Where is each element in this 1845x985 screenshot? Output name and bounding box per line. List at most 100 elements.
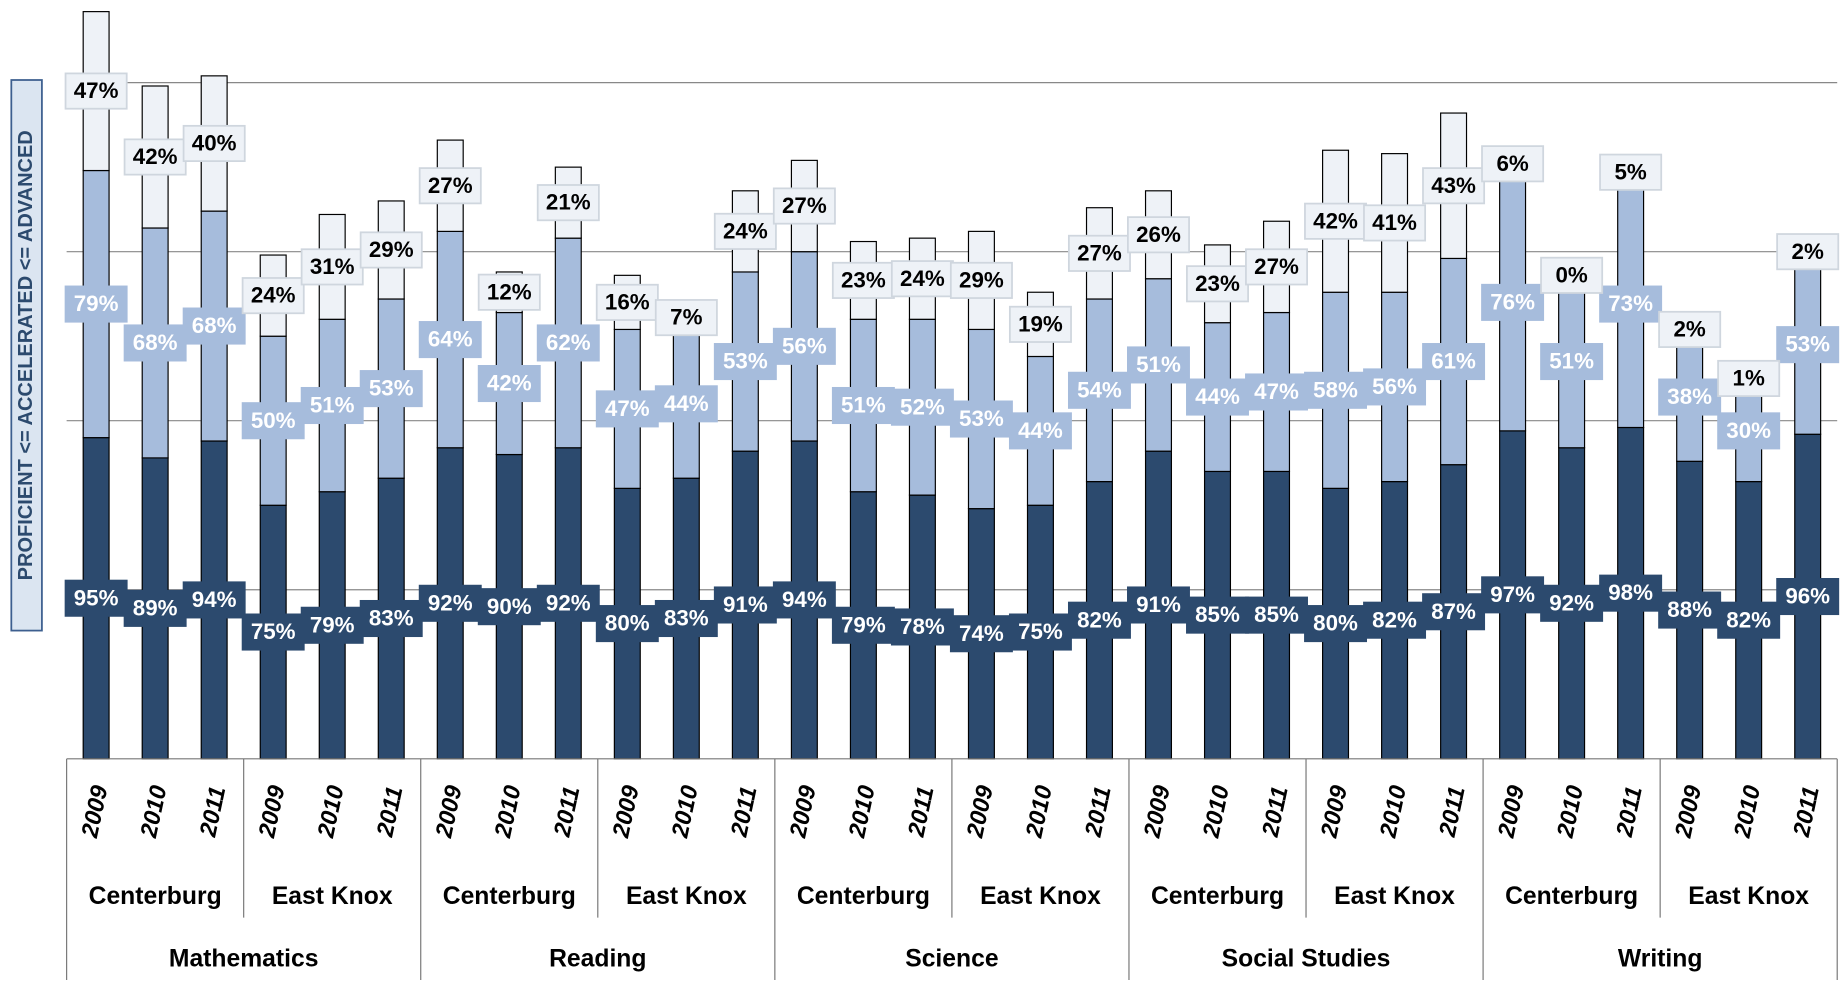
value-label: 0%: [1555, 262, 1587, 287]
value-label-box: [595, 605, 659, 643]
value-label: 42%: [487, 371, 532, 396]
value-label-box: [949, 400, 1013, 438]
value-label-box: [772, 327, 836, 365]
value-label: 2%: [1792, 239, 1824, 264]
value-label-box: [1658, 310, 1722, 348]
x-tick-label: 2011: [1257, 784, 1293, 840]
value-label-box: [1599, 574, 1663, 612]
x-tick-label: 2011: [1788, 784, 1824, 840]
value-label-box: [1717, 412, 1781, 450]
x-tick-label: 2009: [1138, 783, 1175, 841]
x-tick-label: 2011: [194, 784, 230, 840]
value-label: 52%: [900, 394, 945, 419]
district-label: East Knox: [626, 883, 747, 910]
value-label: 97%: [1490, 582, 1535, 607]
value-label: 24%: [900, 266, 945, 291]
value-label: 89%: [133, 595, 178, 620]
value-label-box: [418, 167, 482, 205]
value-label-box: [418, 584, 482, 622]
value-label-box: [477, 588, 541, 626]
x-tick-label: 2010: [1552, 783, 1589, 841]
district-label: East Knox: [980, 883, 1101, 910]
y-axis-label-box: [10, 79, 43, 632]
value-label-box: [241, 402, 305, 440]
value-label-box: [536, 584, 600, 622]
value-label: 62%: [546, 330, 591, 355]
value-label-box: [64, 285, 128, 323]
value-label: 27%: [1254, 254, 1299, 279]
value-label: 23%: [1195, 271, 1240, 296]
value-label: 91%: [1136, 592, 1181, 617]
value-label: 98%: [1608, 580, 1653, 605]
district-label: Centerburg: [443, 883, 576, 910]
value-label-box: [1540, 256, 1604, 294]
value-label-box: [359, 231, 423, 269]
x-tick-label: 2010: [1197, 783, 1234, 841]
value-label-box: [418, 321, 482, 359]
value-label: 53%: [959, 406, 1004, 431]
value-label-box: [182, 124, 246, 163]
value-label-box: [595, 390, 659, 428]
value-label-box: [1776, 326, 1840, 364]
value-label: 24%: [723, 218, 768, 243]
value-label: 30%: [1726, 418, 1771, 443]
value-label: 41%: [1372, 210, 1417, 235]
value-label: 23%: [841, 267, 886, 292]
value-label: 74%: [959, 621, 1004, 646]
value-label: 44%: [1195, 384, 1240, 409]
value-label-box: [123, 324, 187, 362]
value-label: 53%: [369, 376, 414, 401]
value-label: 83%: [369, 606, 414, 631]
value-label-box: [1658, 591, 1722, 629]
value-label-box: [1717, 601, 1781, 639]
value-label-box: [1776, 233, 1840, 271]
value-label: 95%: [74, 585, 119, 610]
value-label: 56%: [1372, 374, 1417, 399]
value-label: 44%: [1018, 418, 1063, 443]
value-label-box: [64, 72, 128, 110]
value-label: 68%: [192, 313, 237, 338]
x-tick-label: 2009: [1492, 783, 1529, 841]
x-tick-label: 2009: [1670, 783, 1707, 841]
value-label: 75%: [251, 619, 296, 644]
value-label-box: [1363, 204, 1427, 242]
x-tick-label: 2010: [135, 783, 172, 841]
value-label-box: [123, 138, 187, 176]
value-label-box: [64, 579, 128, 617]
value-label: 31%: [310, 254, 355, 279]
value-label: 7%: [670, 305, 702, 330]
value-label: 51%: [310, 393, 355, 418]
value-label: 53%: [1785, 332, 1830, 357]
value-label-box: [1245, 248, 1308, 286]
value-label: 82%: [1372, 607, 1417, 632]
x-tick-label: 2011: [725, 784, 761, 840]
value-label-box: [1067, 601, 1131, 639]
x-tick-label: 2011: [902, 784, 938, 840]
value-label: 91%: [723, 592, 768, 617]
value-label-box: [241, 277, 305, 315]
x-tick-label: 2010: [489, 783, 526, 841]
value-label-box: [949, 615, 1013, 653]
value-label: 68%: [133, 330, 178, 355]
value-label-box: [654, 299, 718, 337]
value-label-box: [1422, 167, 1486, 205]
value-label: 27%: [782, 193, 827, 218]
value-label-box: [1127, 216, 1190, 254]
value-label: 75%: [1018, 619, 1063, 644]
value-label-box: [477, 365, 541, 403]
value-label-box: [1658, 378, 1722, 416]
value-label: 79%: [310, 612, 355, 637]
district-label: East Knox: [272, 883, 393, 910]
value-label-box: [890, 608, 954, 646]
value-label: 51%: [1549, 349, 1594, 374]
value-label-box: [1540, 343, 1604, 381]
value-label-box: [654, 385, 718, 423]
value-label: 16%: [605, 289, 650, 314]
x-tick-label: 2009: [253, 783, 290, 841]
value-label-box: [1363, 368, 1427, 406]
district-label: Centerburg: [89, 883, 222, 910]
value-label: 29%: [959, 267, 1004, 292]
value-label: 90%: [487, 594, 532, 619]
